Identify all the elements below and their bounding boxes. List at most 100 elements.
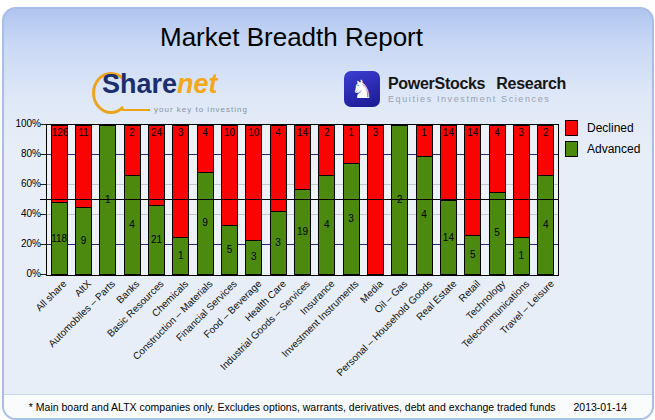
advanced-segment: 5 xyxy=(465,235,480,274)
stacked-bar: 5 10 xyxy=(221,125,238,275)
advanced-count-label: 3 xyxy=(275,238,281,248)
declined-segment xyxy=(76,126,91,207)
stacked-bar: 94 xyxy=(197,125,214,275)
bar-slot: 13 xyxy=(509,125,533,275)
stacked-bar: 42 xyxy=(124,125,141,275)
advanced-segment: 21 xyxy=(149,205,164,274)
y-axis-label: 40% xyxy=(4,208,41,220)
advanced-count-label: 9 xyxy=(81,236,87,246)
advanced-count-label: 2 xyxy=(397,195,403,205)
declined-count-label: 2 xyxy=(125,128,140,138)
advanced-count-label: 14 xyxy=(443,233,454,243)
plot-area: 1181269111422124139451031034191442313241… xyxy=(46,124,559,276)
y-axis-tick xyxy=(40,244,46,245)
advanced-count-label: 5 xyxy=(470,250,476,260)
stacked-bar: 1914 xyxy=(294,125,311,275)
breadth-chart: 1181269111422124139451031034191442313241… xyxy=(4,9,655,420)
stacked-bar: 31 xyxy=(343,125,360,275)
stacked-bar: 13 xyxy=(513,125,530,275)
advanced-segment: 19 xyxy=(295,189,310,274)
advanced-count-label: 3 xyxy=(251,252,257,262)
advanced-count-label: 5 xyxy=(494,228,500,238)
legend-item-declined: Declined xyxy=(565,120,640,136)
stacked-bar: 9 11 xyxy=(75,125,92,275)
stacked-bar: 310 xyxy=(245,125,262,275)
bar-slot: 21 24 xyxy=(144,125,168,275)
declined-count-label: 1 xyxy=(417,128,432,138)
declined-segment xyxy=(465,126,480,235)
advanced-segment: 1 xyxy=(514,237,529,274)
bar-slot: 14 14 xyxy=(436,125,460,275)
declined-count-label: 3 xyxy=(368,128,383,138)
stacked-bar: 41 xyxy=(416,125,433,275)
stacked-bar: 5 14 xyxy=(464,125,481,275)
advanced-segment: 4 xyxy=(125,175,140,274)
report-panel: Market Breadth Report Sharenet your key … xyxy=(2,7,654,420)
y-axis-label: 0% xyxy=(4,268,41,280)
stacked-bar: 3 xyxy=(367,125,384,275)
advanced-segment: 9 xyxy=(198,172,213,274)
declined-segment xyxy=(246,126,261,240)
advanced-count-label: 1 xyxy=(105,195,111,205)
stacked-bar: 1 xyxy=(99,125,116,275)
stacked-bar: 2 xyxy=(391,125,408,275)
declined-segment xyxy=(271,126,286,211)
bar-slot: 1 xyxy=(96,125,120,275)
advanced-count-label: 21 xyxy=(151,235,162,245)
bar-slot: 1914 xyxy=(290,125,314,275)
bar-slot: 42 xyxy=(534,125,558,275)
bar-slot: 41 xyxy=(412,125,436,275)
stacked-bar: 34 xyxy=(270,125,287,275)
advanced-count-label: 1 xyxy=(178,251,184,261)
advanced-segment: 3 xyxy=(344,163,359,274)
y-axis-tick xyxy=(40,214,46,215)
y-axis-tick xyxy=(40,124,46,125)
advanced-count-label: 4 xyxy=(129,220,135,230)
declined-count-label: 14 xyxy=(465,128,480,138)
declined-count-label: 14 xyxy=(295,128,310,138)
stacked-bar: 14 14 xyxy=(440,125,457,275)
advanced-segment: 1 xyxy=(100,126,115,274)
stacked-bar: 42 xyxy=(318,125,335,275)
advanced-count-label: 1 xyxy=(519,251,525,261)
stacked-bar: 42 xyxy=(537,125,554,275)
y-axis-tick xyxy=(40,184,46,185)
declined-count-label: 4 xyxy=(271,128,286,138)
declined-count-label: 2 xyxy=(538,128,553,138)
bar-slot: 42 xyxy=(120,125,144,275)
advanced-segment: 3 xyxy=(246,240,261,274)
footer-bar: * Main board and ALTX companies only. Ex… xyxy=(4,394,652,418)
bar-slot: 94 xyxy=(193,125,217,275)
declined-count-label: 14 xyxy=(441,128,456,138)
advanced-count-label: 4 xyxy=(543,220,549,230)
bar-slot: 9 11 xyxy=(71,125,95,275)
y-axis-tick xyxy=(40,154,46,155)
advanced-segment: 9 xyxy=(76,207,91,274)
declined-count-label: 3 xyxy=(173,128,188,138)
advanced-segment: 5 xyxy=(490,192,505,274)
report-page: Market Breadth Report Sharenet your key … xyxy=(0,0,655,420)
advanced-count-label: 5 xyxy=(227,245,233,255)
declined-count-label: 1 xyxy=(344,128,359,138)
footnote-text: * Main board and ALTX companies only. Ex… xyxy=(29,401,556,413)
declined-count-label: 10 xyxy=(222,128,237,138)
declined-segment xyxy=(514,126,529,237)
y-axis-label: 60% xyxy=(4,178,41,190)
stacked-bar: 54 xyxy=(489,125,506,275)
stacked-bar: 118126 xyxy=(51,125,68,275)
advanced-count-label: 4 xyxy=(324,220,330,230)
stacked-bar: 21 24 xyxy=(148,125,165,275)
declined-count-label: 24 xyxy=(149,128,164,138)
bar-slot: 42 xyxy=(315,125,339,275)
declined-segment xyxy=(222,126,237,225)
declined-count-label: 2 xyxy=(319,128,334,138)
bar-slot: 310 xyxy=(242,125,266,275)
declined-segment xyxy=(173,126,188,237)
advanced-segment: 4 xyxy=(538,175,553,274)
advanced-count-label: 4 xyxy=(421,210,427,220)
y-axis-tick xyxy=(40,274,46,275)
bar-slot: 31 xyxy=(339,125,363,275)
legend-label: Declined xyxy=(587,121,634,135)
declined-count-label: 11 xyxy=(76,128,91,138)
declined-count-label: 126 xyxy=(52,128,67,138)
